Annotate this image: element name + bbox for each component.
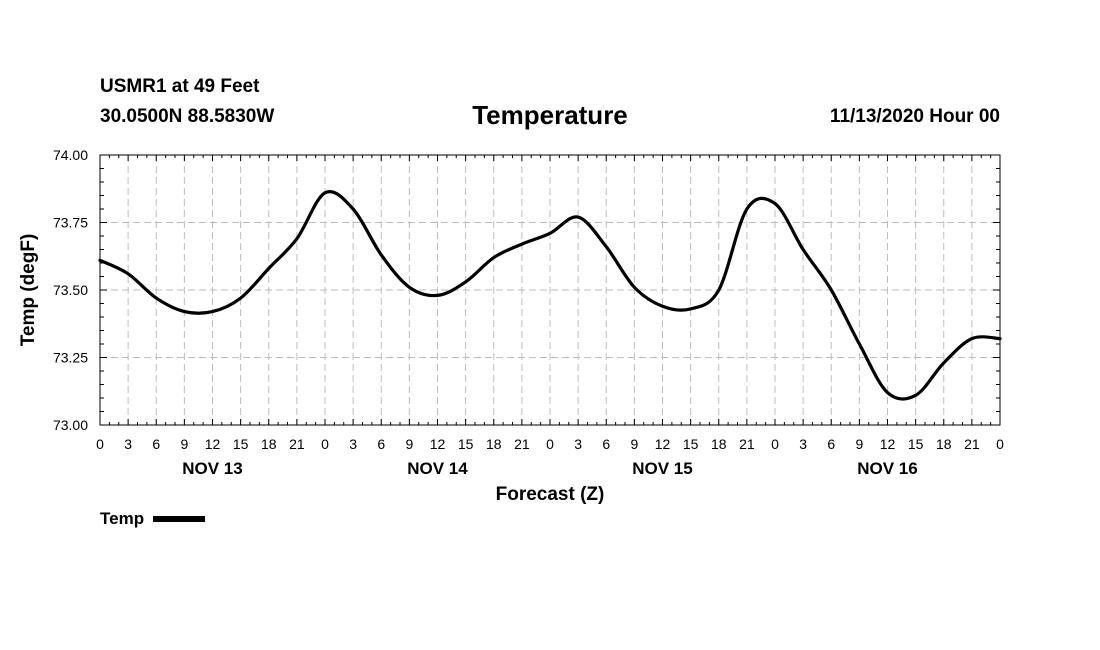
chart-title: Temperature — [472, 100, 628, 130]
x-tick-label: 6 — [827, 436, 835, 452]
x-tick-label: 15 — [683, 436, 699, 452]
legend-swatch-temp — [153, 516, 206, 522]
grid — [100, 155, 1000, 425]
x-tick-label: 0 — [771, 436, 779, 452]
x-tick-label: 3 — [349, 436, 357, 452]
station-label: USMR1 at 49 Feet — [100, 76, 260, 97]
day-label: NOV 15 — [632, 459, 692, 478]
x-tick-label: 15 — [233, 436, 249, 452]
coordinates-label: 30.0500N 88.5830W — [100, 106, 275, 127]
x-tick-label: 18 — [486, 436, 502, 452]
y-tick-labels: 73.00 73.25 73.50 73.75 74.00 — [53, 147, 88, 433]
x-axis-title: Forecast (Z) — [496, 484, 605, 505]
x-tick-label: 9 — [855, 436, 863, 452]
x-tick-labels: 0 3 6 9 12 15 18 21 0 3 6 9 12 15 18 21 0 3 6 9 12 15 18 21 0 3 6 9… — [96, 436, 1004, 452]
y-tick-label: 73.00 — [53, 417, 88, 433]
x-tick-label: 9 — [630, 436, 638, 452]
x-tick-label: 12 — [655, 436, 671, 452]
x-tick-label: 12 — [430, 436, 446, 452]
x-tick-label: 0 — [996, 436, 1004, 452]
y-tick-label: 73.25 — [53, 350, 88, 366]
x-tick-label: 3 — [124, 436, 132, 452]
x-tick-label: 15 — [908, 436, 924, 452]
x-tick-label: 21 — [739, 436, 755, 452]
x-tick-label: 21 — [514, 436, 530, 452]
y-tick-label: 73.75 — [53, 215, 88, 231]
x-tick-label: 9 — [405, 436, 413, 452]
x-tick-label: 21 — [964, 436, 980, 452]
legend: Temp — [100, 509, 206, 529]
x-tick-label: 18 — [261, 436, 277, 452]
x-tick-label: 0 — [546, 436, 554, 452]
x-tick-label: 3 — [574, 436, 582, 452]
day-label: NOV 16 — [857, 459, 917, 478]
x-tick-label: 15 — [458, 436, 474, 452]
legend-label: Temp — [100, 509, 145, 528]
x-tick-label: 12 — [880, 436, 896, 452]
x-tick-label: 18 — [711, 436, 727, 452]
forecast-datetime: 11/13/2020 Hour 00 — [829, 106, 1000, 127]
series-line-temp — [98, 190, 1002, 401]
x-tick-label: 12 — [205, 436, 221, 452]
x-tick-label: 18 — [936, 436, 952, 452]
x-tick-label: 6 — [377, 436, 385, 452]
y-axis-title: Temp (degF) — [18, 234, 39, 347]
x-tick-label: 0 — [321, 436, 329, 452]
x-tick-label: 6 — [152, 436, 160, 452]
x-tick-label: 21 — [289, 436, 305, 452]
plot-frame — [99, 154, 1001, 426]
day-labels: NOV 13 NOV 14 NOV 15 NOV 16 — [182, 459, 917, 478]
x-tick-label: 3 — [799, 436, 807, 452]
x-tick-label: 9 — [180, 436, 188, 452]
x-tick-label: 6 — [602, 436, 610, 452]
y-tick-label: 74.00 — [53, 147, 88, 163]
day-label: NOV 14 — [407, 459, 468, 478]
x-tick-label: 0 — [96, 436, 104, 452]
day-label: NOV 13 — [182, 459, 242, 478]
y-tick-label: 73.50 — [53, 282, 88, 298]
